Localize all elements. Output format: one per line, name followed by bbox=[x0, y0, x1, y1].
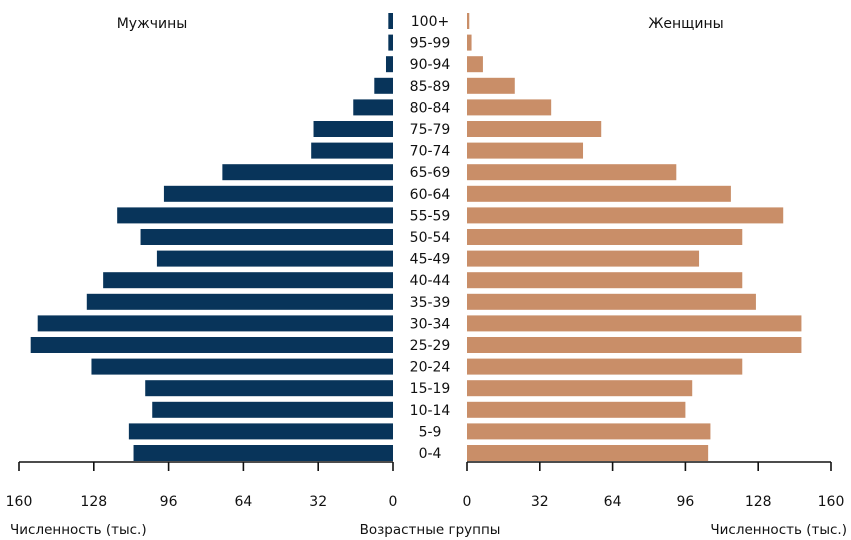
age-group-label-20-24: 20-24 bbox=[410, 360, 451, 376]
male-bar-90-94 bbox=[385, 56, 393, 73]
female-bar-90-94 bbox=[467, 56, 483, 73]
male-bar-10-14 bbox=[152, 401, 393, 418]
female-series-label: Женщины bbox=[648, 16, 723, 32]
male-value-axis: 0 32 64 96 128 160 bbox=[6, 461, 398, 510]
male-bar-0-4 bbox=[133, 445, 393, 461]
female-bar-20-24 bbox=[467, 358, 743, 375]
male-bar-20-24 bbox=[91, 358, 394, 375]
male-axis-tick-label-128: 128 bbox=[80, 494, 107, 510]
male-bars bbox=[30, 13, 394, 461]
male-bar-85-89 bbox=[374, 77, 393, 94]
female-bar-55-59 bbox=[467, 207, 784, 224]
age-group-label-45-49: 45-49 bbox=[410, 252, 451, 268]
male-bar-55-59 bbox=[117, 207, 394, 224]
category-axis-title: Возрастные группы bbox=[360, 522, 501, 538]
age-group-label-60-64: 60-64 bbox=[410, 187, 451, 203]
female-bar-95-99 bbox=[467, 34, 472, 51]
age-group-label-85-89: 85-89 bbox=[410, 79, 451, 95]
age-group-label-35-39: 35-39 bbox=[410, 295, 451, 311]
age-group-label-40-44: 40-44 bbox=[410, 273, 451, 289]
age-group-label-100+: 100+ bbox=[411, 14, 449, 30]
age-group-label-10-14: 10-14 bbox=[410, 403, 451, 419]
male-bar-30-34 bbox=[37, 315, 393, 332]
female-bar-75-79 bbox=[467, 121, 602, 137]
male-axis-tick-label-96: 96 bbox=[160, 494, 178, 510]
male-bar-50-54 bbox=[140, 229, 393, 245]
male-axis-tick-label-160: 160 bbox=[6, 494, 33, 510]
female-axis-tick-label-64: 64 bbox=[604, 494, 622, 510]
male-bar-100+ bbox=[388, 13, 393, 29]
male-bar-75-79 bbox=[313, 121, 393, 137]
male-bar-70-74 bbox=[311, 142, 393, 159]
female-bar-40-44 bbox=[467, 272, 743, 289]
male-bar-35-39 bbox=[86, 293, 393, 310]
female-axis-tick-label-128: 128 bbox=[745, 494, 772, 510]
female-bars bbox=[467, 13, 802, 461]
female-bar-80-84 bbox=[467, 99, 552, 116]
male-bar-25-29 bbox=[30, 337, 393, 353]
age-group-label-25-29: 25-29 bbox=[410, 338, 451, 354]
age-group-label-30-34: 30-34 bbox=[410, 316, 451, 332]
female-bar-60-64 bbox=[467, 185, 731, 202]
female-bar-45-49 bbox=[467, 250, 700, 267]
age-group-label-70-74: 70-74 bbox=[410, 144, 451, 160]
female-bar-15-19 bbox=[467, 380, 693, 397]
female-bar-10-14 bbox=[467, 401, 686, 418]
male-bar-95-99 bbox=[388, 34, 393, 51]
female-bar-0-4 bbox=[467, 445, 709, 461]
age-group-labels: 100+ 95-99 90-94 85-89 80-84 75-79 70-74 65-69 6… bbox=[410, 14, 451, 462]
age-group-label-95-99: 95-99 bbox=[410, 36, 451, 52]
female-axis-tick-label-160: 160 bbox=[818, 494, 845, 510]
male-bar-45-49 bbox=[156, 250, 393, 267]
female-axis-tick-label-32: 32 bbox=[531, 494, 549, 510]
age-group-label-90-94: 90-94 bbox=[410, 57, 451, 73]
male-bar-65-69 bbox=[222, 164, 393, 181]
female-bar-25-29 bbox=[467, 337, 802, 353]
age-group-label-15-19: 15-19 bbox=[410, 381, 451, 397]
male-bar-15-19 bbox=[145, 380, 393, 397]
female-bar-85-89 bbox=[467, 77, 515, 94]
female-bar-65-69 bbox=[467, 164, 677, 181]
male-axis-tick-label-0: 0 bbox=[389, 494, 398, 510]
age-group-label-55-59: 55-59 bbox=[410, 208, 451, 224]
age-group-label-65-69: 65-69 bbox=[410, 165, 451, 181]
age-group-label-80-84: 80-84 bbox=[410, 100, 451, 116]
male-bar-5-9 bbox=[128, 423, 394, 440]
male-bar-40-44 bbox=[103, 272, 394, 289]
female-bar-50-54 bbox=[467, 229, 743, 245]
left-axis-title: Численность (тыс.) bbox=[10, 522, 147, 538]
female-axis-tick-label-0: 0 bbox=[463, 494, 472, 510]
male-series-label: Мужчины bbox=[117, 16, 188, 32]
age-group-label-0-4: 0-4 bbox=[419, 446, 442, 462]
age-group-label-75-79: 75-79 bbox=[410, 122, 451, 138]
female-bar-70-74 bbox=[467, 142, 584, 159]
age-group-label-5-9: 5-9 bbox=[419, 424, 442, 440]
female-bar-5-9 bbox=[467, 423, 711, 440]
age-group-label-50-54: 50-54 bbox=[410, 230, 451, 246]
female-bar-35-39 bbox=[467, 293, 756, 310]
female-value-axis: 0 32 64 96 128 160 bbox=[463, 461, 845, 510]
male-axis-tick-label-32: 32 bbox=[309, 494, 327, 510]
male-axis-tick-label-64: 64 bbox=[234, 494, 252, 510]
male-bar-80-84 bbox=[353, 99, 393, 116]
male-bar-60-64 bbox=[163, 185, 393, 202]
female-bar-100+ bbox=[467, 13, 470, 29]
right-axis-title: Численность (тыс.) bbox=[710, 522, 847, 538]
female-bar-30-34 bbox=[467, 315, 802, 332]
female-axis-tick-label-96: 96 bbox=[676, 494, 694, 510]
